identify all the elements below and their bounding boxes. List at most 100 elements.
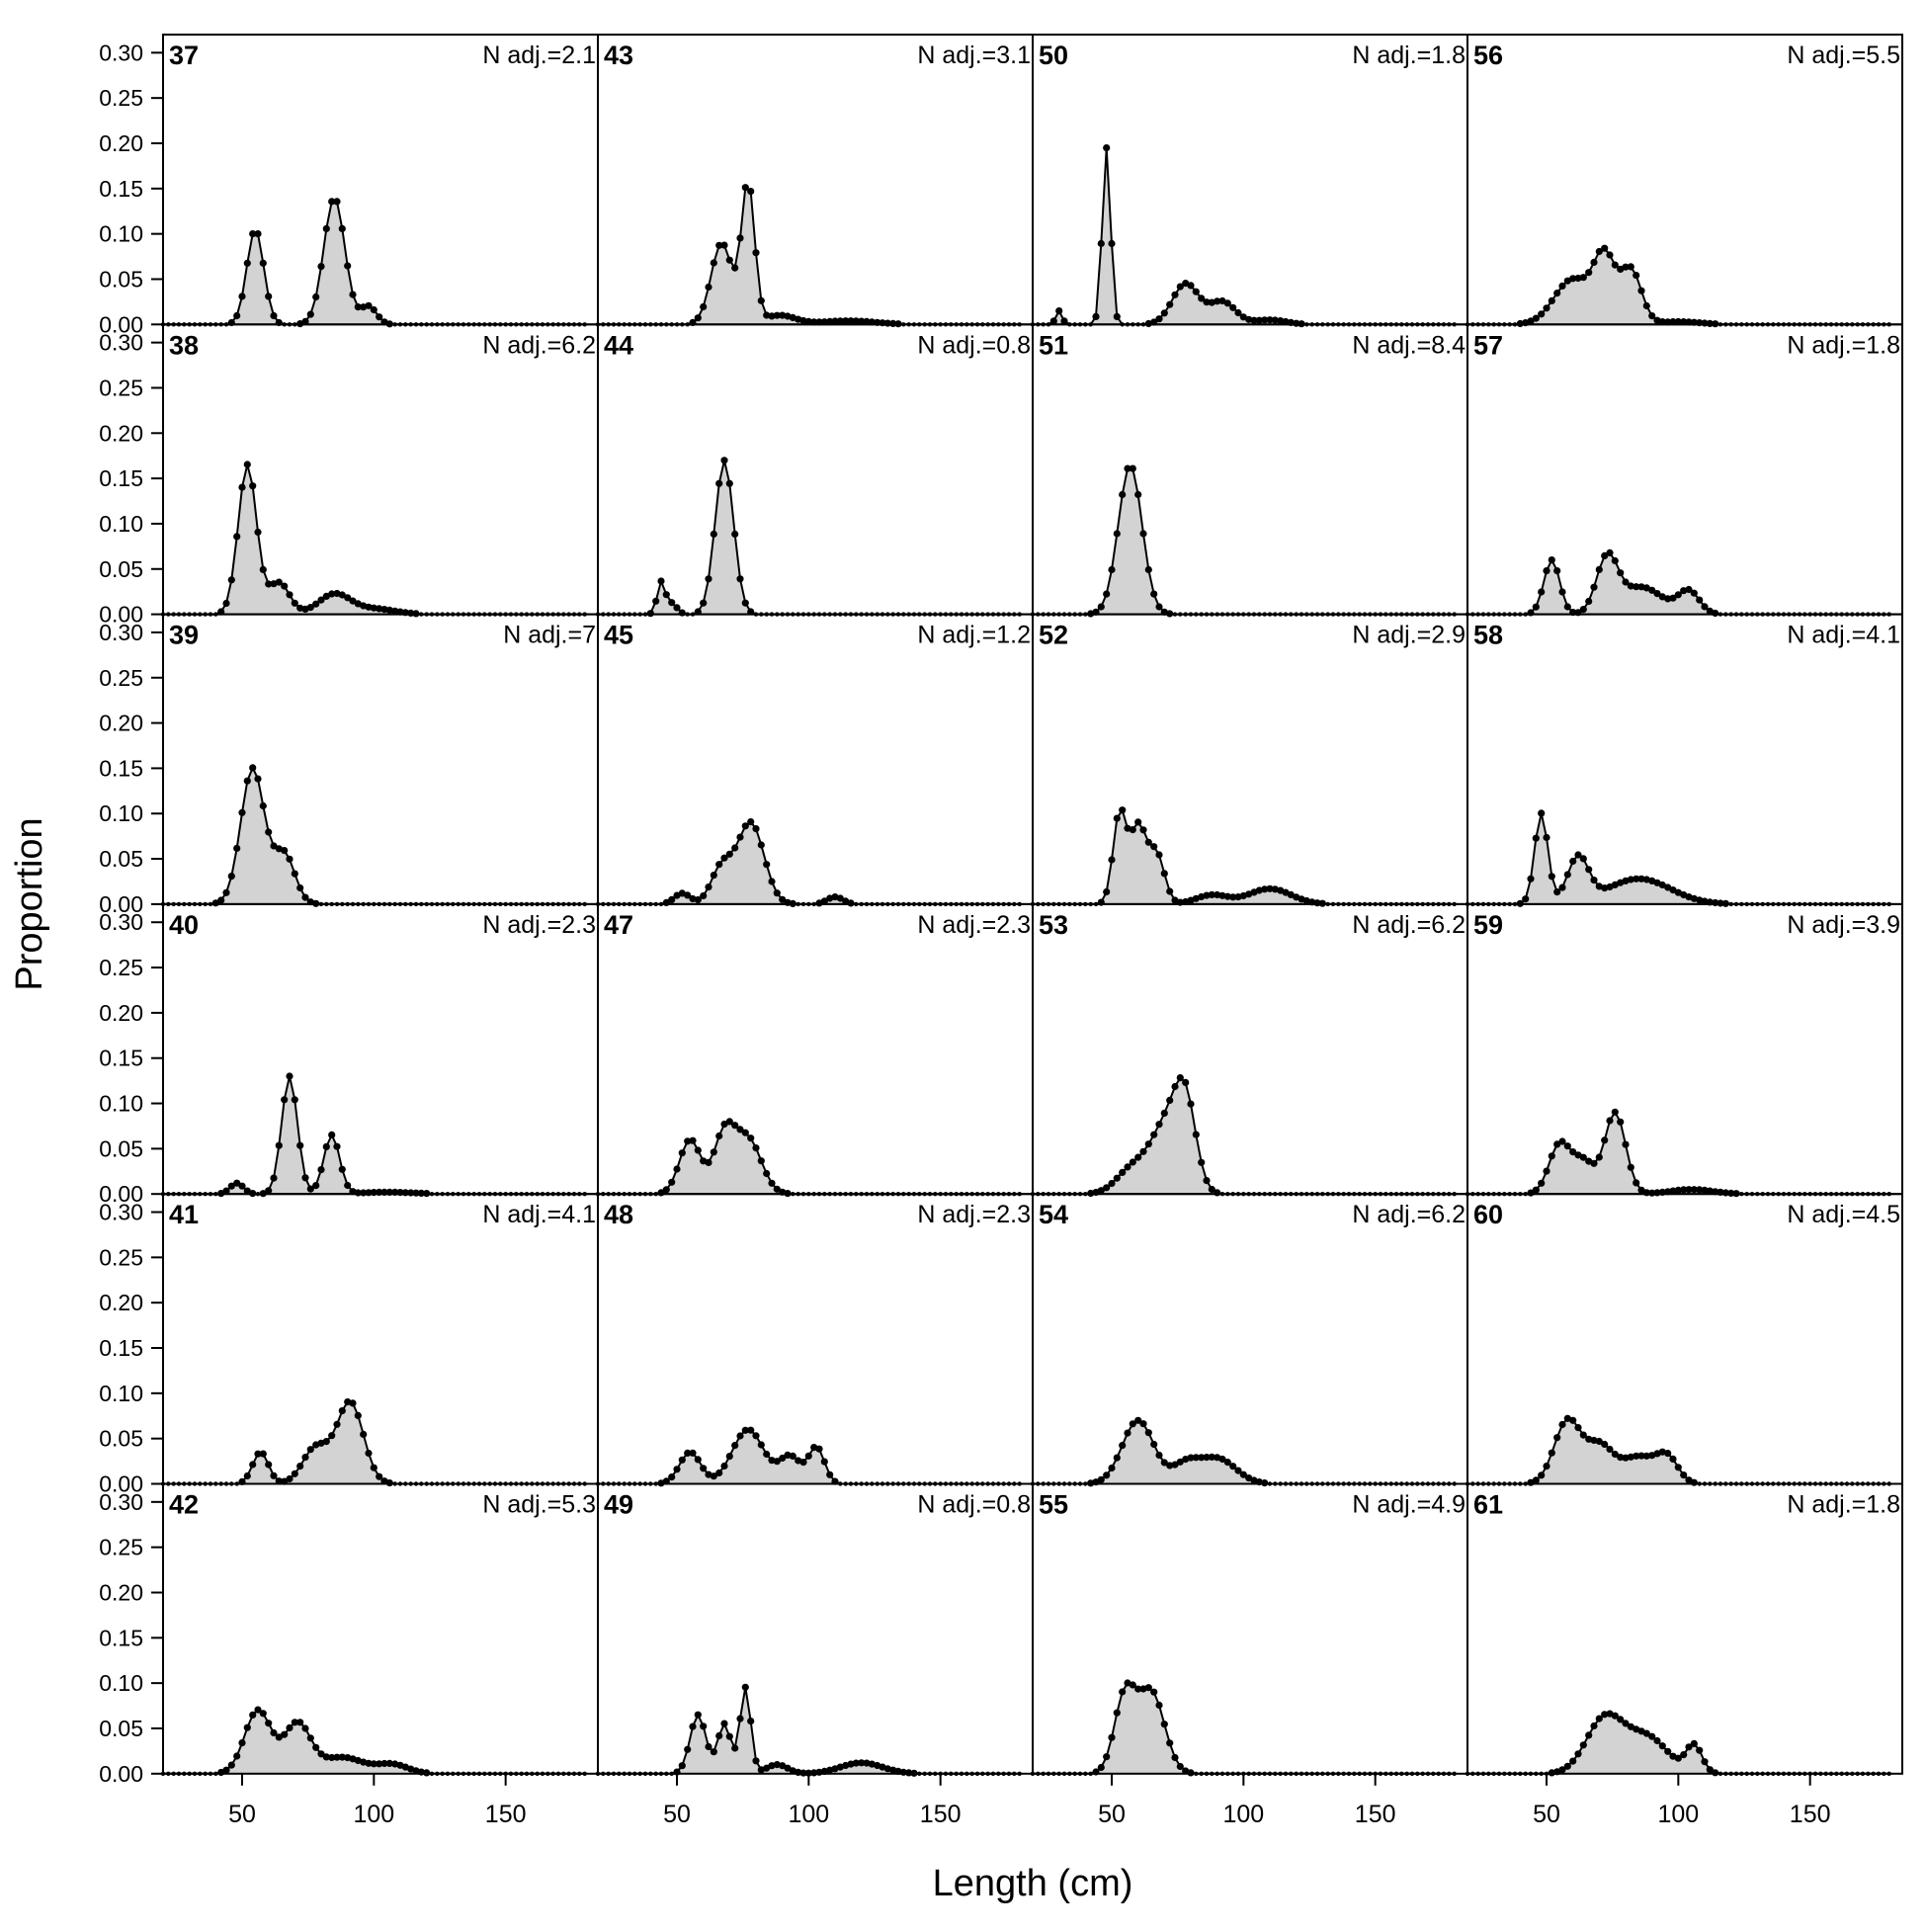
data-point <box>757 1441 765 1449</box>
panel-frame <box>162 1482 599 1775</box>
data-point <box>265 293 273 300</box>
data-point <box>741 822 749 830</box>
panel-label: 37 <box>169 41 199 70</box>
x-tick-label: 100 <box>788 1801 829 1828</box>
data-point <box>1129 1420 1136 1428</box>
data-point <box>1198 1454 1206 1462</box>
series-line <box>1033 147 1455 326</box>
data-point <box>401 1763 409 1771</box>
data-point <box>1129 1158 1136 1166</box>
data-point <box>1553 1434 1561 1442</box>
data-point <box>1108 1733 1116 1741</box>
data-point <box>1690 589 1698 597</box>
n-adj-label: N adj.=4.5 <box>1787 1201 1900 1228</box>
panel-label: 43 <box>604 41 633 70</box>
data-point <box>700 891 708 900</box>
data-point <box>1606 548 1614 556</box>
data-point <box>222 1187 230 1195</box>
data-point <box>1701 897 1709 905</box>
area-fill <box>163 201 585 325</box>
data-point <box>1601 1440 1609 1449</box>
data-point <box>1160 870 1168 878</box>
data-point <box>301 893 309 901</box>
data-point <box>296 1463 304 1470</box>
data-point <box>1261 316 1269 324</box>
data-point <box>1266 316 1274 324</box>
data-point <box>1617 1716 1625 1723</box>
data-point <box>1622 1454 1630 1462</box>
data-point <box>789 1452 796 1460</box>
data-point <box>1049 317 1057 325</box>
data-point <box>1579 1153 1587 1161</box>
data-point <box>259 801 267 810</box>
data-point <box>1696 1186 1704 1194</box>
data-point <box>820 897 828 905</box>
panel-frame <box>1032 902 1468 1196</box>
panel-58: 58 N adj.=4.1 <box>1465 613 1903 907</box>
data-point <box>1103 590 1111 598</box>
panel-43: 43 N adj.=3.1 <box>595 34 1034 328</box>
data-point <box>249 230 257 238</box>
data-point <box>684 1745 692 1753</box>
data-point <box>322 1142 330 1150</box>
data-point <box>1611 556 1619 565</box>
area-fill <box>1033 1683 1455 1774</box>
data-point <box>344 1181 352 1190</box>
series-line <box>598 820 1020 905</box>
data-point <box>1543 1463 1550 1470</box>
area-fill <box>598 1121 1020 1195</box>
data-point <box>1176 1074 1184 1082</box>
data-point <box>1553 567 1561 575</box>
data-point <box>1569 275 1577 283</box>
data-point <box>1176 1762 1184 1771</box>
data-point <box>349 291 357 298</box>
data-point <box>233 844 241 852</box>
data-point <box>1532 314 1540 322</box>
panel-label: 52 <box>1039 621 1068 650</box>
area-fill <box>1033 1420 1455 1484</box>
data-point <box>1166 1462 1174 1470</box>
data-point <box>836 1763 844 1771</box>
data-point <box>301 1174 309 1182</box>
data-point <box>1664 1747 1672 1755</box>
data-point <box>259 259 267 267</box>
y-tick-label: 0.10 <box>99 511 143 537</box>
data-point <box>370 1760 377 1768</box>
series-line <box>163 765 585 905</box>
data-point <box>1548 296 1555 304</box>
data-point <box>1139 1147 1147 1155</box>
panel-38: 38 N adj.=6.2 <box>160 323 599 618</box>
data-point <box>804 1452 812 1460</box>
data-point <box>1642 301 1650 310</box>
data-point <box>820 1458 828 1466</box>
data-point <box>222 599 230 608</box>
data-point <box>736 1715 744 1722</box>
panel-44: 44 N adj.=0.8 <box>595 323 1034 618</box>
data-point <box>710 1472 717 1480</box>
data-point <box>354 303 362 311</box>
data-point <box>1637 875 1645 882</box>
data-point <box>1176 283 1184 291</box>
data-point <box>1543 833 1550 842</box>
data-point <box>773 1458 781 1466</box>
data-point <box>768 1179 776 1187</box>
data-point <box>1669 594 1677 602</box>
data-point <box>227 1182 235 1190</box>
data-point <box>1642 1729 1650 1737</box>
y-tick-label: 0.05 <box>99 556 143 582</box>
data-point <box>1176 1458 1184 1466</box>
panel-49: 49 N adj.=0.8 <box>595 1482 1034 1777</box>
panel-60: 60 N adj.=4.5 <box>1465 1193 1903 1486</box>
data-point <box>1192 894 1200 902</box>
data-point <box>322 1753 330 1761</box>
data-point <box>731 1442 739 1450</box>
data-point <box>365 603 373 611</box>
panel-label: 47 <box>604 910 633 940</box>
data-point <box>1144 1684 1152 1692</box>
x-axis-label: Length (cm) <box>933 1863 1133 1904</box>
data-point <box>365 1759 373 1767</box>
data-point <box>238 808 246 816</box>
panel-frame <box>1032 323 1468 616</box>
data-point <box>1134 818 1142 826</box>
data-point <box>773 889 781 897</box>
